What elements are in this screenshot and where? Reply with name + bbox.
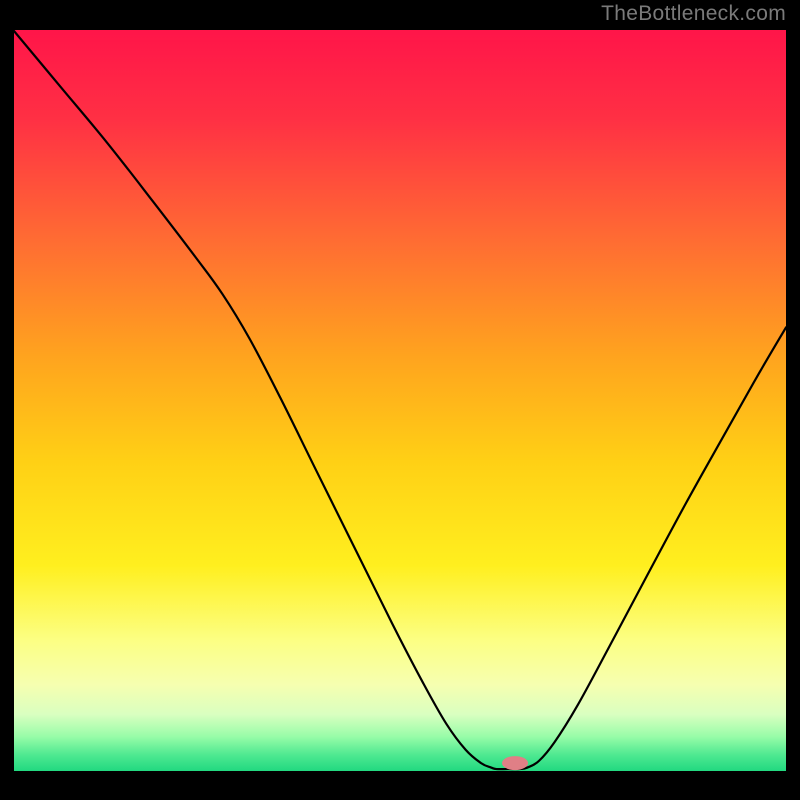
- chart-svg: [14, 30, 786, 774]
- chart-background: [14, 30, 786, 774]
- watermark-text: TheBottleneck.com: [601, 2, 786, 26]
- bottleneck-chart: [14, 30, 786, 774]
- optimal-marker: [502, 756, 528, 770]
